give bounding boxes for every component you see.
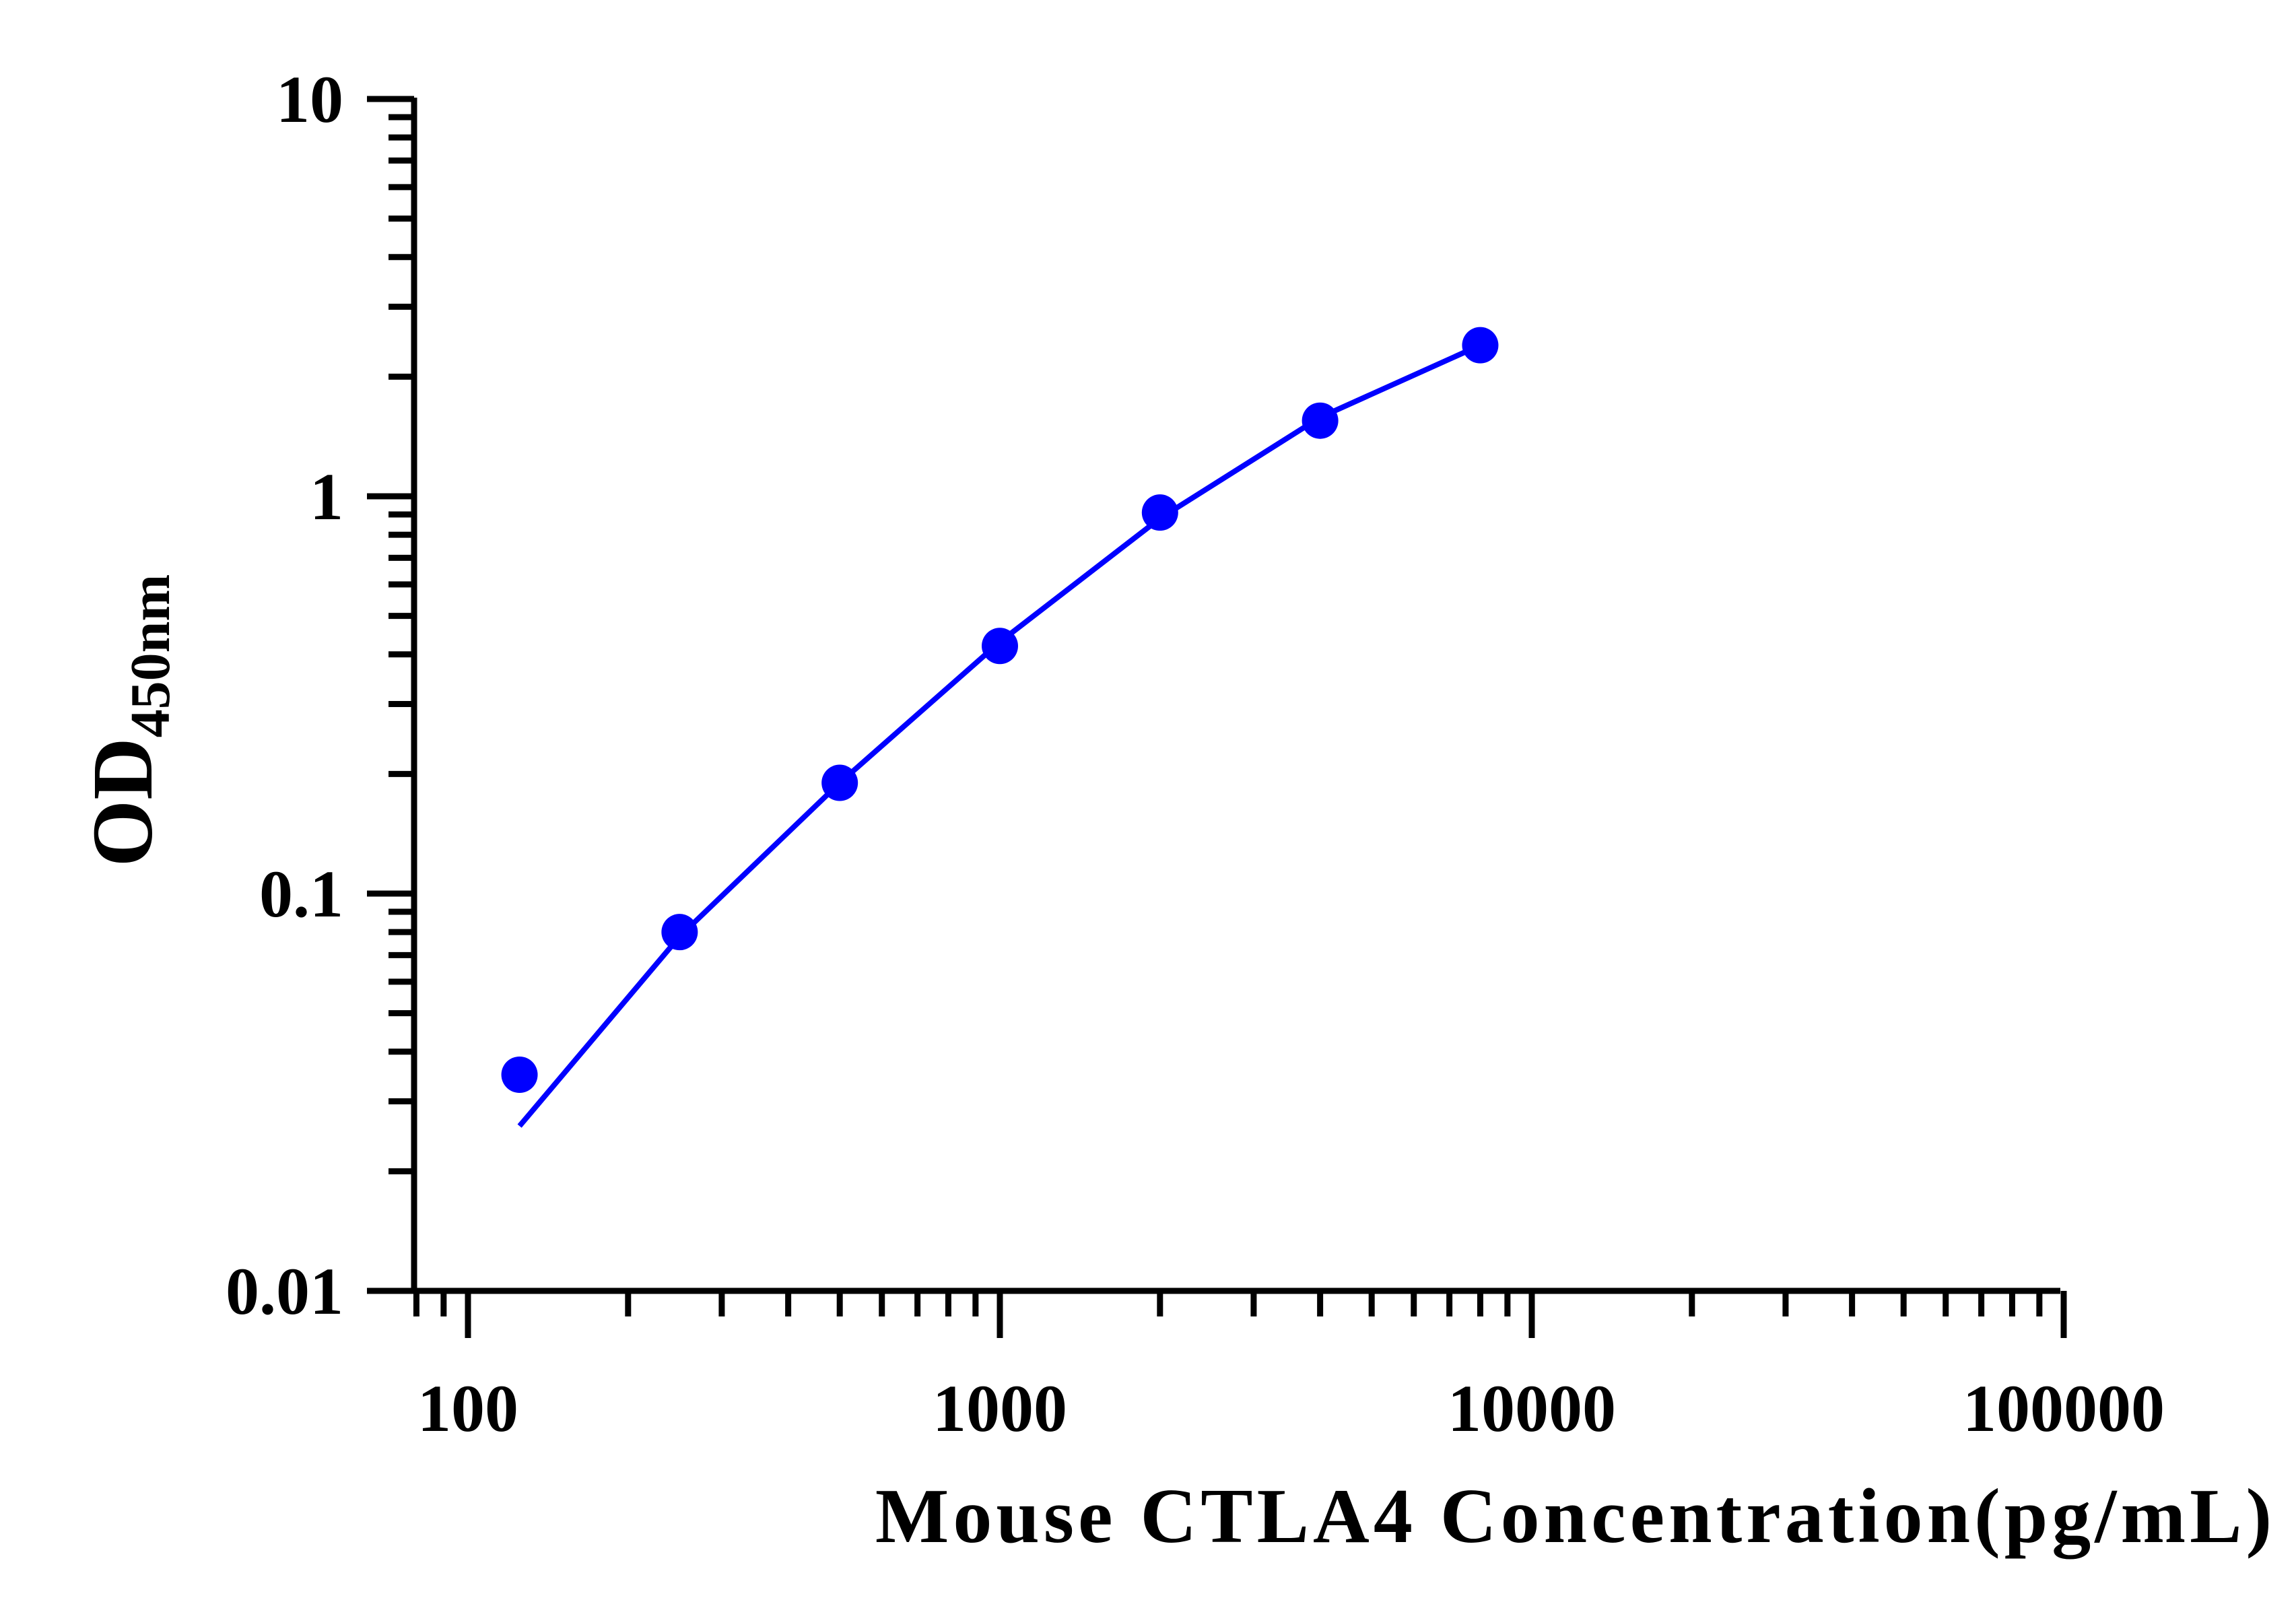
x-axis-title: Mouse CTLA4 Concentration(pg/mL) [875,1473,2276,1560]
y-tick-label: 0.01 [226,1254,343,1329]
data-point [661,914,698,951]
fit-curve [517,343,1482,1128]
data-point [1462,327,1499,364]
x-tick-label: 100000 [1963,1371,2165,1446]
y-axis-title-main: OD [75,737,170,867]
y-tick-label: 10 [276,62,343,137]
x-tick-label: 100 [417,1371,518,1446]
y-tick-label: 0.1 [259,857,343,931]
axes [367,96,2067,1338]
y-axis-title: OD450nm [75,574,182,867]
x-tick-label: 10000 [1448,1371,1616,1446]
data-point [501,1056,538,1093]
y-tick-label: 1 [310,459,343,534]
data-point [821,764,858,801]
tick-labels-layer: 0.01 0.1 1 10 100 1000 10000 100000 [226,62,2165,1446]
x-tick-label: 1000 [933,1371,1067,1446]
fit-curve-layer [517,343,1482,1128]
data-point [1302,402,1339,439]
y-axis-title-subscript: 450nm [119,574,182,738]
data-point [1141,494,1178,531]
data-point [982,628,1018,665]
data-points-layer [501,327,1499,1093]
